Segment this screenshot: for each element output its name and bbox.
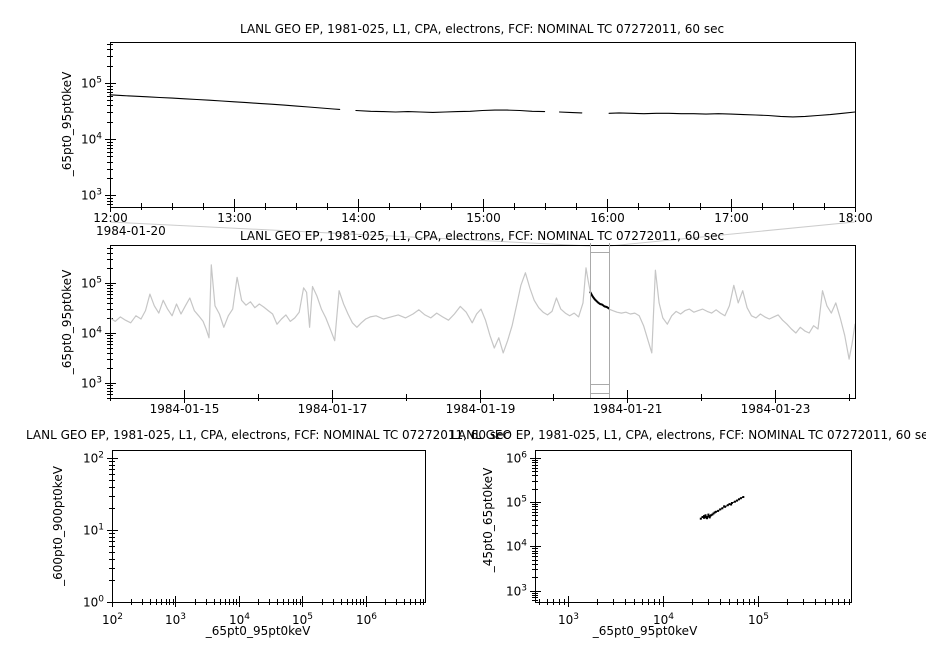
- top-panel-ylabel: _65pt0_95pt0keV: [60, 71, 74, 177]
- svg-text:14:00: 14:00: [341, 211, 376, 225]
- svg-text:106: 106: [356, 612, 377, 627]
- svg-text:103: 103: [81, 188, 102, 203]
- panel-top-frame: [110, 42, 856, 208]
- panel-top: 103 104 105 12:00 13:00 14:00 15:00 16:00 17:00 1…: [81, 42, 873, 226]
- bottom-left-panel-xlabel: _65pt0_95pt0keV: [205, 624, 311, 638]
- series-flux-45-65keV-vs-65-95keV: [699, 496, 745, 520]
- svg-text:12:00: 12:00: [93, 211, 128, 225]
- panel-br-ticks: [530, 458, 850, 607]
- svg-text:105: 105: [748, 612, 769, 627]
- svg-text:15:00: 15:00: [466, 211, 501, 225]
- panel-mid-frame: [110, 245, 856, 399]
- svg-text:1984-01-21: 1984-01-21: [593, 402, 663, 416]
- svg-text:103: 103: [506, 584, 527, 599]
- svg-text:104: 104: [229, 612, 250, 627]
- series-highlight-interval-flux: [589, 291, 610, 310]
- svg-text:105: 105: [81, 276, 102, 291]
- panel-mid-tick-labels: 103 104 105 1984-01-15 1984-01-17 1984-01-19 1…: [81, 276, 810, 417]
- panel-br-tick-labels: 103 104 105 106 103 104 105: [506, 451, 769, 628]
- bottom-right-panel-ylabel: _45pt0_65pt0keV: [481, 467, 495, 573]
- panel-bl-tick-labels: 100 101 102 102 103 104 105 106: [83, 451, 377, 628]
- middle-panel-title: LANL GEO EP, 1981-025, L1, CPA, electron…: [239, 229, 725, 243]
- panel-br-frame: [535, 450, 852, 603]
- bottom-right-panel-xlabel: _65pt0_95pt0keV: [592, 624, 698, 638]
- svg-text:105: 105: [81, 76, 102, 91]
- svg-text:106: 106: [506, 451, 527, 466]
- svg-text:104: 104: [653, 612, 674, 627]
- svg-text:100: 100: [83, 595, 104, 610]
- svg-text:17:00: 17:00: [714, 211, 749, 225]
- svg-text:1984-01-17: 1984-01-17: [298, 402, 368, 416]
- svg-text:104: 104: [81, 326, 102, 341]
- panel-mid: 103 104 105 1984-01-15 1984-01-17 1984-01-19 1…: [81, 243, 856, 416]
- svg-text:105: 105: [506, 495, 527, 510]
- middle-panel-ylabel: _65pt0_95pt0keV: [60, 269, 74, 375]
- panel-mid-ticks: [105, 248, 850, 403]
- bottom-right-panel-title: LANL GEO EP, 1981-025, L1, CPA, electron…: [450, 428, 926, 442]
- svg-text:103: 103: [165, 612, 186, 627]
- svg-text:105: 105: [292, 612, 313, 627]
- context-connectors: [110, 221, 855, 247]
- bottom-left-panel-ylabel: _600pt0_900pt0keV: [51, 466, 65, 586]
- series-electron-flux-65-95keV: [109, 94, 856, 118]
- svg-text:103: 103: [81, 376, 102, 391]
- panel-bl-ticks: [107, 458, 424, 607]
- svg-text:102: 102: [102, 612, 123, 627]
- svg-text:101: 101: [83, 523, 104, 538]
- svg-text:1984-01-19: 1984-01-19: [446, 402, 516, 416]
- svg-text:103: 103: [558, 612, 579, 627]
- series-context-flux-65-95keV: [109, 264, 856, 360]
- svg-text:13:00: 13:00: [217, 211, 252, 225]
- svg-text:104: 104: [506, 539, 527, 554]
- panel-top-tick-labels: 103 104 105 12:00 13:00 14:00 15:00 16:00 17:00 1…: [81, 76, 873, 226]
- bottom-left-panel-title: LANL GEO EP, 1981-025, L1, CPA, electron…: [25, 428, 511, 442]
- svg-text:1984-01-15: 1984-01-15: [150, 402, 220, 416]
- svg-text:102: 102: [83, 451, 104, 466]
- context-selection-box[interactable]: [590, 243, 610, 398]
- panel-bl: 100 101 102 102 103 104 105 106: [83, 450, 426, 628]
- svg-text:16:00: 16:00: [590, 211, 625, 225]
- panel-top-ticks: [105, 44, 856, 212]
- top-panel-title: LANL GEO EP, 1981-025, L1, CPA, electron…: [239, 22, 725, 36]
- panel-bl-frame: [112, 450, 426, 603]
- top-panel-context-date: 1984-01-20: [96, 224, 166, 238]
- svg-text:104: 104: [81, 132, 102, 147]
- svg-text:18:00: 18:00: [838, 211, 873, 225]
- panel-br: 103 104 105 106 103 104 105: [506, 450, 852, 628]
- svg-text:1984-01-23: 1984-01-23: [741, 402, 811, 416]
